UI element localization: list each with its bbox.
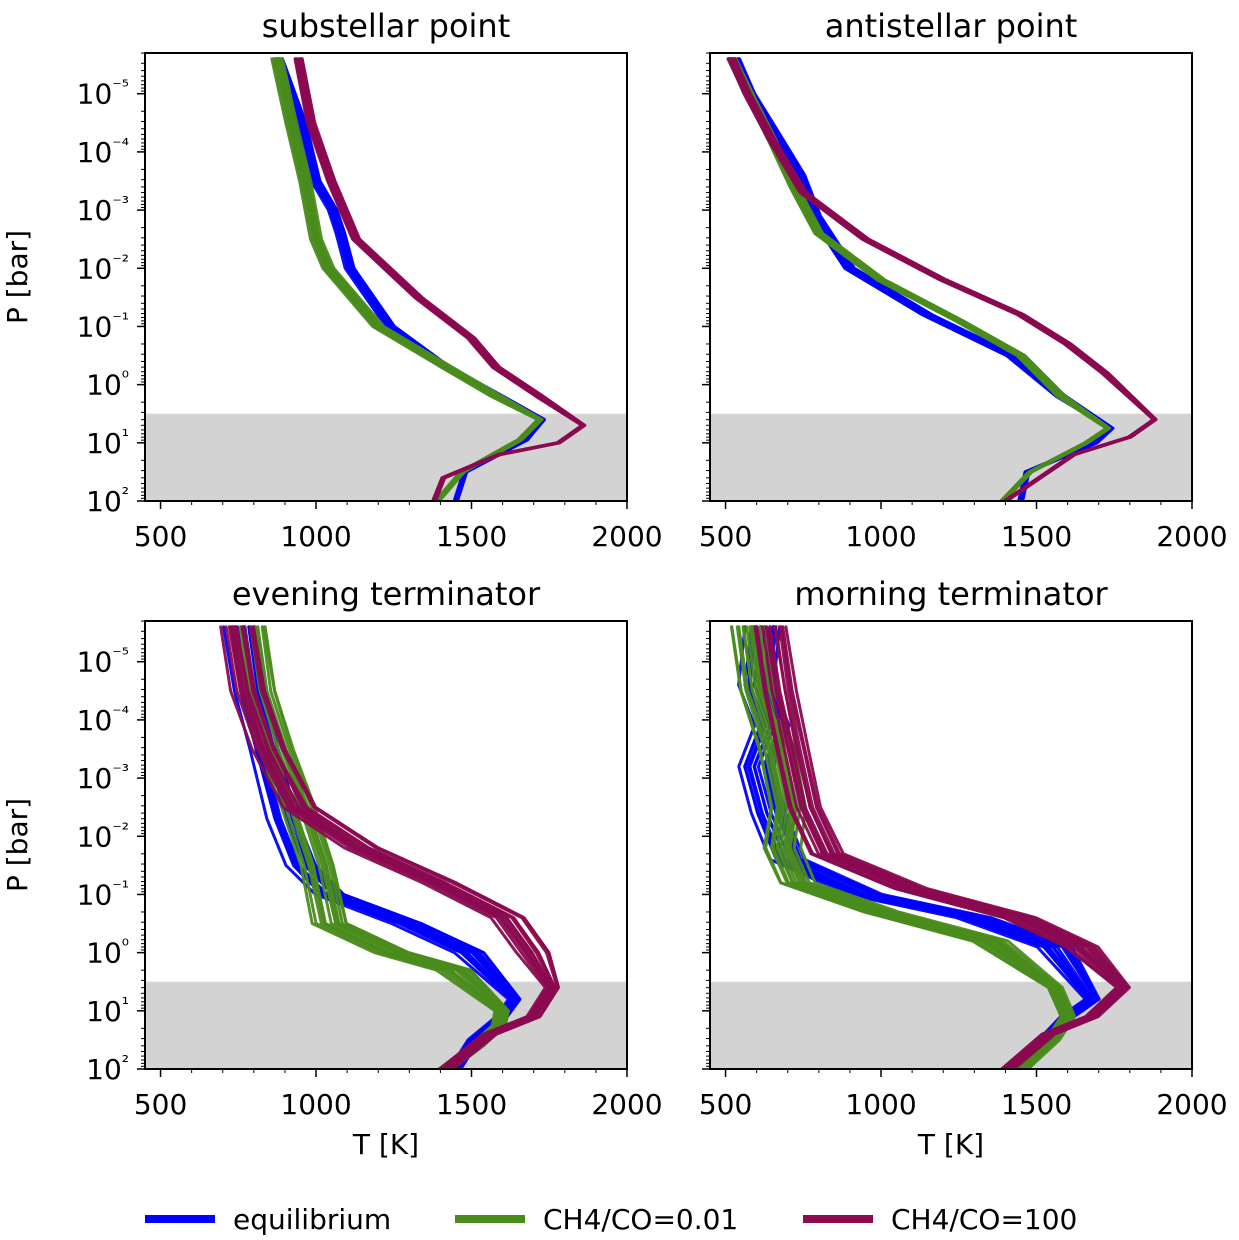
y-tick-label: 10⁰ — [86, 368, 129, 402]
series-line — [300, 57, 587, 501]
x-tick-label: 500 — [699, 520, 752, 553]
y-axis-label: P [bar] — [1, 798, 34, 892]
x-axis-label: T [K] — [917, 1128, 984, 1161]
x-tick-label: 1000 — [280, 520, 351, 553]
panel-lines — [729, 625, 1131, 1069]
panel-lines — [270, 57, 587, 501]
y-tick-label: 10⁰ — [86, 936, 129, 970]
panel-0: 500 1000 1500 2000 10⁻⁵ 10⁻⁴ 10⁻³ 10⁻² 10⁻¹ 10⁰ 10… — [1, 7, 663, 553]
x-tick-label: 1000 — [280, 1088, 351, 1121]
legend-item-ch4-co-0-01: CH4/CO=0.01 — [455, 1203, 738, 1236]
y-tick-label: 10⁻³ — [77, 761, 129, 795]
series-line — [281, 57, 546, 501]
x-tick-label: 500 — [699, 1088, 752, 1121]
legend-item-ch4-co-100: CH4/CO=100 — [803, 1203, 1077, 1236]
y-tick-label: 10⁻⁵ — [77, 77, 129, 111]
legend-label-ch4-co-0-01: CH4/CO=0.01 — [543, 1203, 738, 1236]
y-tick-label: 10⁻¹ — [77, 309, 129, 343]
y-tick-label: 10⁻⁴ — [77, 135, 129, 169]
y-tick-label: 10⁻² — [77, 819, 129, 853]
legend: equilibrium CH4/CO=0.01 CH4/CO=100 — [145, 1203, 1077, 1236]
x-tick-label: 2000 — [1156, 1088, 1227, 1121]
y-tick-label: 10⁻⁴ — [77, 703, 129, 737]
x-tick-label: 1000 — [845, 520, 916, 553]
x-tick-label: 2000 — [591, 520, 662, 553]
y-tick-label: 10¹ — [86, 994, 129, 1028]
y-tick-label: 10² — [86, 1052, 129, 1086]
series-line — [738, 57, 1115, 501]
y-tick-label: 10⁻¹ — [77, 877, 129, 911]
x-tick-label: 1500 — [436, 520, 507, 553]
shaded-region — [145, 413, 627, 501]
legend-label-ch4-co-100: CH4/CO=100 — [891, 1203, 1077, 1236]
legend-label-equilibrium: equilibrium — [233, 1203, 391, 1236]
series-line — [252, 625, 560, 1069]
panel-frame — [709, 52, 1193, 502]
x-tick-label: 1500 — [1001, 1088, 1072, 1121]
shaded-region — [710, 413, 1192, 501]
x-tick-label: 500 — [134, 1088, 187, 1121]
panel-title: morning terminator — [794, 575, 1108, 613]
panel-lines — [219, 625, 560, 1069]
series-line — [730, 625, 1063, 1069]
series-line — [733, 57, 1158, 501]
y-axis-label: P [bar] — [1, 230, 34, 324]
x-tick-label: 2000 — [591, 1088, 662, 1121]
panel-lines — [726, 57, 1158, 501]
panel-frame — [709, 620, 1193, 1070]
x-axis-label: T [K] — [352, 1128, 419, 1161]
y-tick-label: 10⁻³ — [77, 193, 129, 227]
panel-3: 500 1000 1500 2000 morning terminator T [K] — [699, 575, 1228, 1161]
y-tick-label: 10² — [86, 484, 129, 518]
series-line — [784, 625, 1131, 1069]
x-tick-label: 1500 — [1001, 520, 1072, 553]
panel-frame — [144, 620, 628, 1070]
series-line — [281, 57, 544, 501]
panel-title: evening terminator — [232, 575, 541, 613]
series-line — [735, 625, 1065, 1069]
panel-title: antistellar point — [825, 7, 1078, 45]
legend-item-equilibrium: equilibrium — [145, 1203, 391, 1236]
panel-2: 500 1000 1500 2000 10⁻⁵ 10⁻⁴ 10⁻³ 10⁻² 10⁻¹ 10⁰ 10… — [1, 575, 663, 1161]
x-tick-label: 1000 — [845, 1088, 916, 1121]
x-tick-label: 2000 — [1156, 520, 1227, 553]
y-tick-label: 10⁻⁵ — [77, 645, 129, 679]
panel-1: 500 1000 1500 2000 antistellar point — [699, 7, 1228, 553]
panel-frame — [144, 52, 628, 502]
panel-title: substellar point — [262, 7, 511, 45]
x-tick-label: 500 — [134, 520, 187, 553]
y-tick-label: 10¹ — [86, 426, 129, 460]
y-tick-label: 10⁻² — [77, 251, 129, 285]
x-tick-label: 1500 — [436, 1088, 507, 1121]
